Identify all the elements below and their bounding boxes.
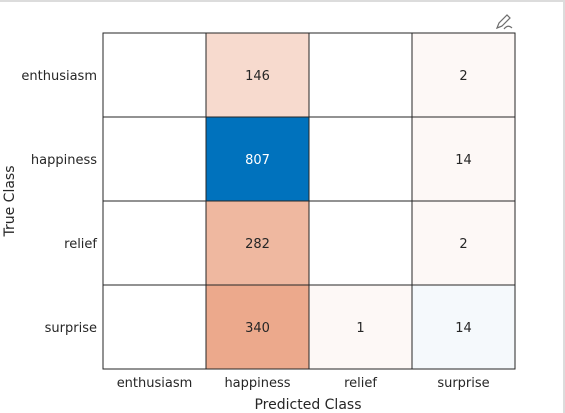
cell-relief-relief bbox=[308, 200, 413, 286]
cell-value: 2 bbox=[459, 69, 467, 84]
cell-relief-surprise bbox=[411, 200, 516, 286]
cell-value: 146 bbox=[245, 69, 270, 84]
cell-value: 14 bbox=[455, 153, 472, 168]
cell-happiness-relief bbox=[308, 116, 413, 202]
x-tick-enthusiasm: enthusiasm bbox=[117, 376, 193, 391]
y-tick-labels: enthusiasm happiness relief surprise bbox=[21, 69, 97, 336]
cell-surprise-surprise bbox=[411, 284, 516, 370]
cell-surprise-relief bbox=[308, 284, 413, 370]
y-tick-surprise: surprise bbox=[45, 321, 97, 336]
cell-enthusiasm-surprise bbox=[411, 32, 516, 118]
x-tick-happiness: happiness bbox=[224, 376, 290, 391]
cell-happiness-surprise bbox=[411, 116, 516, 202]
cell-enthusiasm-relief bbox=[308, 32, 413, 118]
y-tick-relief: relief bbox=[64, 237, 97, 252]
x-axis-title: Predicted Class bbox=[254, 397, 361, 413]
cell-surprise-happiness bbox=[205, 284, 310, 370]
y-tick-happiness: happiness bbox=[31, 153, 97, 168]
x-tick-relief: relief bbox=[344, 376, 377, 391]
y-axis-title: True Class bbox=[2, 165, 18, 237]
cell-value: 2 bbox=[459, 237, 467, 252]
cell-relief-enthusiasm bbox=[102, 200, 207, 286]
cell-happiness-enthusiasm bbox=[102, 116, 207, 202]
cell-value: 340 bbox=[245, 321, 270, 336]
cell-enthusiasm-happiness bbox=[205, 32, 310, 118]
cell-surprise-enthusiasm bbox=[102, 284, 207, 370]
x-tick-surprise: surprise bbox=[437, 376, 489, 391]
cell-value: 14 bbox=[455, 321, 472, 336]
cell-value: 1 bbox=[356, 321, 364, 336]
x-tick-labels: enthusiasm happiness relief surprise bbox=[117, 376, 490, 391]
matrix-cells: 146 2 807 14 282 2 340 1 14 bbox=[102, 32, 516, 370]
cell-value: 807 bbox=[245, 153, 270, 168]
cell-value: 282 bbox=[245, 237, 270, 252]
edit-plot-icon[interactable] bbox=[494, 13, 514, 31]
cell-happiness-happiness bbox=[205, 116, 310, 202]
cell-enthusiasm-enthusiasm bbox=[102, 32, 207, 118]
y-tick-enthusiasm: enthusiasm bbox=[21, 69, 97, 84]
figure-right-border bbox=[563, 0, 565, 413]
figure-top-border bbox=[0, 0, 565, 2]
